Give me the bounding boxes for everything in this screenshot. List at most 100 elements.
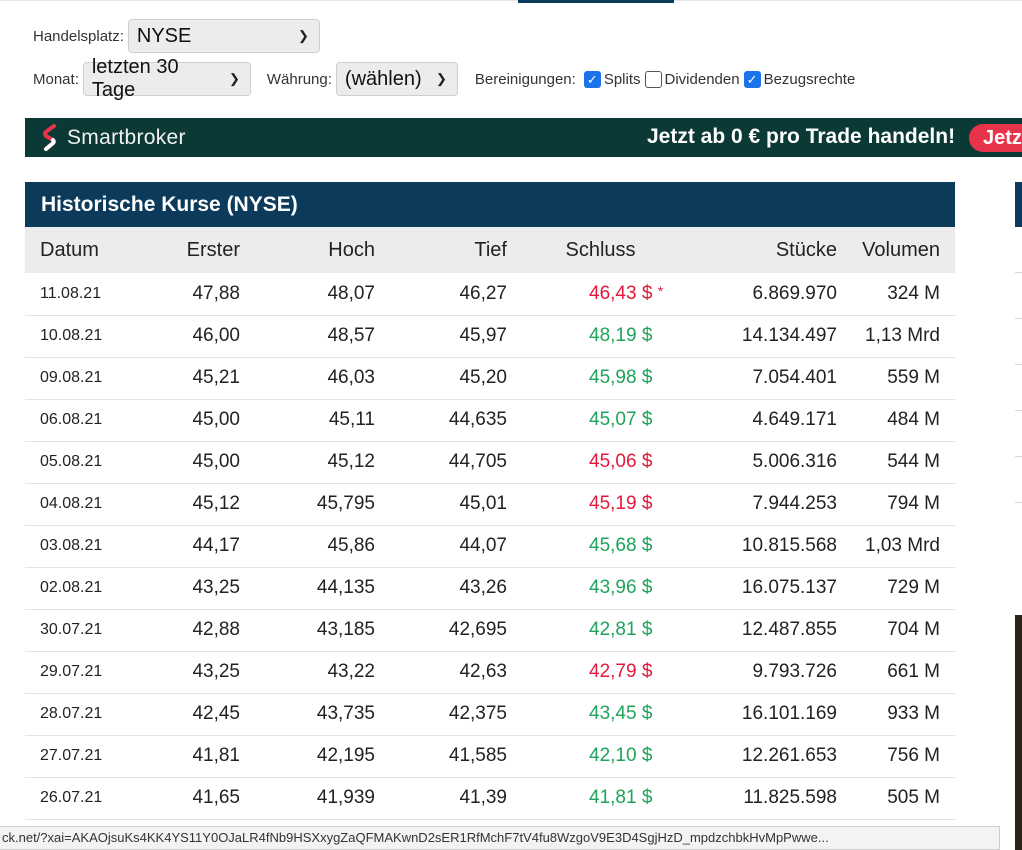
top-rule (0, 0, 1022, 1)
cell-high: 48,57 (327, 325, 375, 346)
cell-open: 46,00 (192, 325, 240, 346)
month-select[interactable]: letzten 30 Tage ❯ (82, 56, 251, 101)
cell-open: 41,81 (192, 745, 240, 766)
cell-low: 45,20 (459, 367, 507, 388)
col-header-open[interactable]: Erster (186, 238, 240, 261)
cell-volume: 661 M (887, 661, 940, 682)
cell-close: 42,79 $ (589, 661, 653, 682)
currency-label: Währung: (266, 70, 332, 88)
cell-date: 03.08.21 (40, 537, 103, 554)
cell-open: 45,00 (192, 409, 240, 430)
cell-high: 43,185 (316, 619, 375, 640)
table-row: 29.07.21 43,25 43,22 42,63 42,79 $ 9.793.726 6… (25, 651, 955, 693)
cell-date: 10.08.21 (40, 327, 103, 344)
cell-shares: 12.261.653 (741, 745, 837, 766)
table-row: 28.07.21 42,45 43,735 42,375 43,45 $ 16.101.1… (25, 693, 955, 735)
cell-low: 45,97 (459, 325, 507, 346)
cell-high: 41,939 (316, 787, 375, 808)
cell-shares: 10.815.568 (741, 535, 837, 556)
exchange-label: Handelsplatz: (33, 27, 124, 45)
exchange-select[interactable]: NYSE ❯ (127, 19, 320, 53)
chevron-down-icon: ❯ (436, 71, 447, 86)
realtime-star: * (657, 282, 664, 299)
banner-cta-button[interactable]: Jetzt (969, 124, 1022, 152)
cell-low: 44,705 (448, 451, 507, 472)
filter-row: Monat: letzten 30 Tage ❯ Währung: (wähle… (33, 56, 856, 101)
cell-close: 45,06 $ (589, 451, 653, 472)
banner-promo: Jetzt ab 0 € pro Trade handeln! (647, 125, 956, 148)
cell-shares: 16.101.169 (741, 703, 837, 724)
splits-checkbox[interactable]: ✓ (583, 70, 601, 88)
subscription-rights-checkbox[interactable]: ✓ (743, 70, 761, 88)
cell-volume: 704 M (887, 619, 940, 640)
banner-brand: Smartbroker (67, 126, 186, 149)
cell-close: 46,43 $ * (589, 282, 664, 304)
col-header-volume[interactable]: Volumen (862, 238, 940, 261)
ad-banner[interactable]: Smartbroker Jetzt ab 0 € pro Trade hande… (25, 118, 1022, 157)
cell-low: 42,375 (448, 703, 507, 724)
exchange-filter: Handelsplatz: NYSE ❯ (33, 19, 320, 53)
col-header-low[interactable]: Tief (474, 238, 507, 261)
cell-high: 43,22 (327, 661, 375, 682)
cell-open: 42,45 (192, 703, 240, 724)
cell-high: 46,03 (327, 367, 375, 388)
cell-high: 45,11 (328, 409, 375, 430)
col-header-high[interactable]: Hoch (328, 238, 375, 261)
cell-volume: 1,13 Mrd (865, 325, 940, 346)
month-value: letzten 30 Tage (91, 56, 179, 101)
col-header-shares[interactable]: Stücke (775, 238, 837, 261)
dividends-checkbox[interactable] (644, 70, 662, 88)
col-header-close[interactable]: Schluss (565, 238, 636, 261)
cell-shares: 5.006.316 (752, 451, 837, 472)
cell-shares: 14.134.497 (741, 325, 837, 346)
cell-date: 02.08.21 (40, 579, 103, 596)
table-row: 09.08.21 45,21 46,03 45,20 45,98 $ 7.054.401 5… (25, 357, 955, 399)
cell-close: 43,45 $ (589, 703, 653, 724)
cell-open: 41,65 (192, 787, 240, 808)
cell-volume: 484 M (887, 409, 940, 430)
currency-select[interactable]: (wählen) ❯ (335, 62, 458, 96)
cell-low: 42,695 (448, 619, 507, 640)
table-row: 04.08.21 45,12 45,795 45,01 45,19 $ 7.944.253… (25, 483, 955, 525)
cell-open: 45,21 (192, 367, 240, 388)
table-header-row: Datum Erster Hoch Tief Schluss Stücke Vo… (25, 227, 955, 273)
table-row: 30.07.21 42,88 43,185 42,695 42,81 $ 12.487.8… (25, 609, 955, 651)
cell-close: 41,81 $ (589, 787, 653, 808)
cell-shares: 9.793.726 (752, 661, 837, 682)
cell-low: 46,27 (459, 282, 507, 304)
cell-volume: 729 M (887, 577, 940, 598)
side-panel-header (1015, 182, 1022, 227)
subscription-rights-label[interactable]: Bezugsrechte (763, 70, 856, 88)
cell-volume: 794 M (887, 493, 940, 514)
cell-date: 05.08.21 (40, 453, 103, 470)
cell-date: 29.07.21 (40, 663, 103, 680)
cell-date: 11.08.21 (40, 284, 102, 302)
table-row: 05.08.21 45,00 45,12 44,705 45,06 $ 5.006.316… (25, 441, 955, 483)
month-label: Monat: (33, 70, 79, 88)
panel-title: Historische Kurse (NYSE) (25, 182, 955, 227)
prices-table: Datum Erster Hoch Tief Schluss Stücke Vo… (25, 227, 955, 820)
cell-low: 45,01 (459, 493, 507, 514)
active-tab-indicator (518, 0, 674, 3)
cell-date: 04.08.21 (40, 495, 103, 512)
cell-shares: 7.054.401 (752, 367, 837, 388)
col-header-date[interactable]: Datum (40, 238, 99, 261)
side-ad-image[interactable] (1015, 615, 1022, 850)
cell-close: 45,19 $ (589, 493, 653, 514)
table-row: 06.08.21 45,00 45,11 44,635 45,07 $ 4.649.171… (25, 399, 955, 441)
cell-volume: 559 M (887, 367, 940, 388)
cell-close: 45,68 $ (589, 535, 653, 556)
cell-high: 45,795 (316, 493, 375, 514)
cell-open: 45,12 (192, 493, 240, 514)
cell-low: 41,39 (459, 787, 507, 808)
table-row: 26.07.21 41,65 41,939 41,39 41,81 $ 11.825.59… (25, 777, 955, 819)
cell-high: 45,12 (327, 451, 375, 472)
cell-high: 44,135 (316, 577, 375, 598)
cell-open: 43,25 (192, 661, 240, 682)
splits-label[interactable]: Splits (603, 70, 641, 88)
dividends-label[interactable]: Dividenden (664, 70, 740, 88)
cell-low: 41,585 (448, 745, 507, 766)
cell-open: 43,25 (192, 577, 240, 598)
cell-shares: 12.487.855 (741, 619, 837, 640)
exchange-value: NYSE (136, 24, 192, 47)
